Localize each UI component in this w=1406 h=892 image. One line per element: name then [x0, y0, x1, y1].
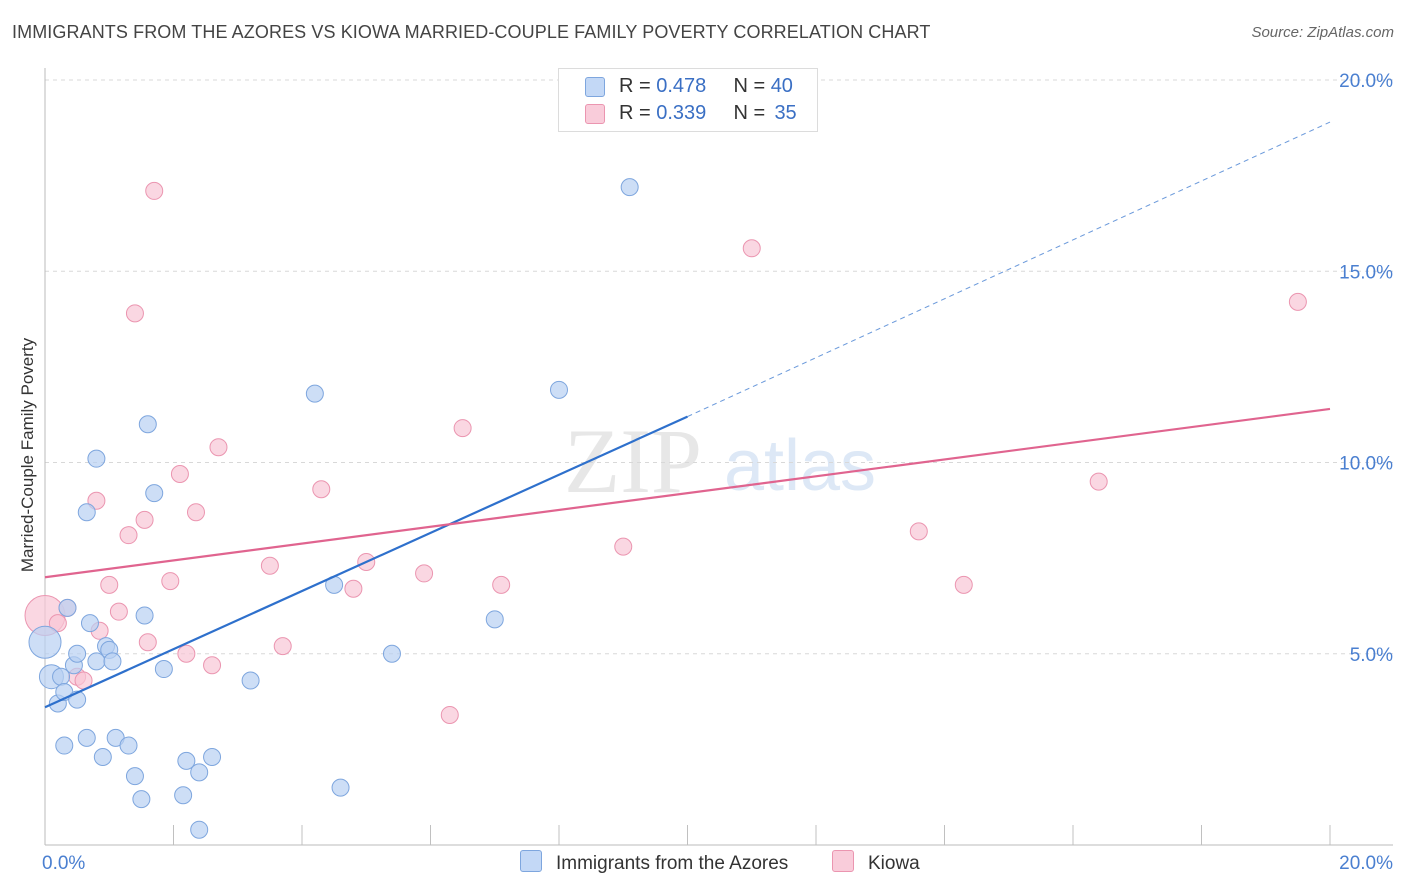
- kiowa-point: [260, 556, 279, 575]
- kiowa-point: [145, 181, 164, 200]
- kiowa-point: [48, 614, 67, 633]
- legend-item-azores[interactable]: Immigrants from the Azores: [520, 850, 788, 875]
- series-legend: Immigrants from the Azores Kiowa: [0, 850, 1406, 880]
- chart-title: IMMIGRANTS FROM THE AZORES VS KIOWA MARR…: [12, 22, 931, 42]
- azores-point: [382, 644, 401, 663]
- kiowa-point: [138, 633, 157, 652]
- n-label: N =: [733, 75, 766, 97]
- kiowa-point: [742, 239, 761, 258]
- azores-point: [305, 384, 324, 403]
- azores-point: [331, 778, 350, 797]
- azores-point: [154, 660, 173, 679]
- azores-point: [125, 767, 144, 786]
- kiowa-point: [135, 510, 154, 529]
- kiowa-legend-swatch: [832, 850, 854, 872]
- azores-point: [550, 380, 568, 399]
- azores-point: [80, 614, 99, 633]
- r-label: R =: [619, 75, 651, 97]
- azores-legend-label: Immigrants from the Azores: [556, 853, 789, 874]
- kiowa-r-value: 0.339: [656, 102, 707, 124]
- azores-point: [68, 644, 87, 663]
- kiowa-point: [453, 419, 472, 438]
- x-tick-label-max: 20.0%: [1339, 853, 1393, 874]
- y-tick-label: 10.0%: [1339, 454, 1393, 475]
- azores-point: [135, 606, 154, 625]
- kiowa-point: [125, 304, 144, 323]
- azores-point: [28, 625, 62, 659]
- watermark-atlas: atlas: [724, 426, 876, 506]
- kiowa-point: [440, 705, 459, 724]
- kiowa-point: [1288, 292, 1307, 311]
- azores-legend-swatch: [520, 850, 542, 872]
- azores-point: [174, 786, 193, 805]
- azores-point: [93, 748, 112, 767]
- watermark-zip: ZIP: [564, 410, 702, 512]
- kiowa-swatch: [585, 104, 605, 124]
- r-label: R =: [619, 102, 651, 124]
- azores-point: [55, 736, 74, 755]
- kiowa-point: [954, 575, 973, 594]
- azores-point: [77, 503, 96, 522]
- azores-point: [58, 598, 77, 617]
- kiowa-point: [614, 537, 633, 556]
- kiowa-point: [312, 480, 331, 499]
- kiowa-n-value: 35: [774, 102, 797, 124]
- azores-point: [103, 652, 122, 671]
- azores-point: [77, 728, 96, 747]
- kiowa-point: [87, 491, 106, 510]
- kiowa-point: [909, 522, 928, 541]
- kiowa-trend-line: [44, 407, 1331, 579]
- azores-point: [132, 790, 151, 809]
- azores-point: [138, 415, 157, 434]
- kiowa-point: [492, 575, 511, 594]
- azores-point: [620, 178, 639, 197]
- legend-item-kiowa[interactable]: Kiowa: [832, 850, 920, 875]
- kiowa-point: [170, 464, 189, 483]
- azores-n-value: 40: [770, 75, 793, 97]
- kiowa-point: [1089, 472, 1108, 491]
- correlation-legend: R = 0.478 N = 40 R = 0.339 N = 35: [558, 68, 818, 132]
- kiowa-point: [161, 572, 180, 591]
- kiowa-legend-label: Kiowa: [868, 853, 920, 874]
- x-tick-label-min: 0.0%: [42, 853, 85, 874]
- kiowa-point: [203, 656, 222, 675]
- kiowa-point: [119, 526, 138, 545]
- azores-point: [145, 484, 164, 503]
- azores-point: [119, 736, 138, 755]
- azores-swatch: [585, 77, 605, 97]
- kiowa-point: [209, 438, 228, 457]
- kiowa-point: [177, 644, 196, 663]
- azores-trend-extension: [687, 121, 1331, 418]
- y-tick-label: 20.0%: [1339, 71, 1393, 92]
- kiowa-point: [109, 602, 128, 621]
- kiowa-point: [186, 503, 205, 522]
- kiowa-point: [273, 637, 292, 656]
- source-credit: Source: ZipAtlas.com: [1251, 24, 1394, 41]
- azores-point: [203, 748, 222, 767]
- azores-point: [190, 763, 209, 782]
- y-tick-label: 15.0%: [1339, 262, 1393, 283]
- azores-trend-line: [44, 415, 688, 709]
- azores-point: [87, 449, 106, 468]
- kiowa-point: [415, 564, 434, 583]
- n-label: N =: [733, 102, 766, 124]
- azores-point: [485, 610, 504, 629]
- y-tick-label: 5.0%: [1350, 645, 1393, 666]
- kiowa-point: [100, 575, 119, 594]
- azores-point: [241, 671, 260, 690]
- azores-r-value: 0.478: [656, 75, 707, 97]
- azores-point: [190, 820, 209, 839]
- kiowa-point: [344, 579, 363, 598]
- azores-point: [177, 751, 196, 770]
